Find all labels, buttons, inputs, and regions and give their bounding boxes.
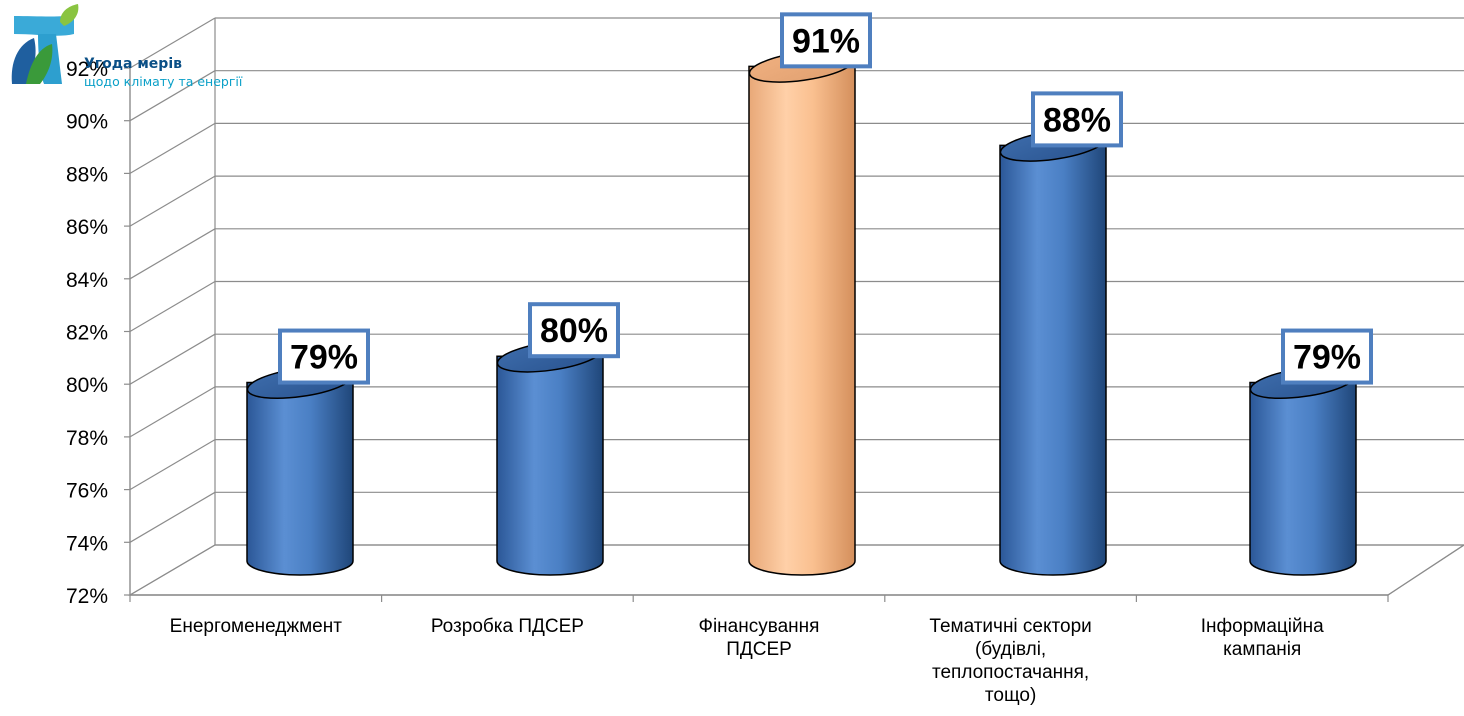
logo-title: Угода мерів: [84, 56, 182, 72]
gridline-side: [129, 228, 216, 280]
x-tick-label-line: теплопостачання,: [932, 662, 1089, 683]
data-label-box: [780, 12, 872, 69]
x-tick-label: Інформаційна кампанія: [1201, 616, 1324, 660]
gridline-side: [129, 439, 216, 491]
gridline-side: [129, 70, 216, 122]
covenant-of-mayors-leaf-icon: [11, 4, 79, 84]
bar: [496, 339, 604, 576]
x-tick-label: Енергоменеджмент: [170, 616, 343, 637]
gridline-side: [129, 386, 216, 438]
data-label: 88%: [1043, 101, 1111, 139]
x-tick-label-line: Тематичні сектори: [929, 616, 1091, 637]
y-tick-label: 72%: [66, 585, 108, 608]
y-tick-label: 74%: [66, 532, 108, 555]
bars: [246, 49, 1357, 576]
y-tick-label: 88%: [66, 163, 108, 186]
x-tick-label-line: ПДСЕР: [726, 639, 792, 660]
bar-body: [748, 65, 856, 576]
x-tick-label-line: (будівлі,: [975, 639, 1046, 660]
bar: [999, 128, 1107, 576]
gridline-side: [129, 333, 216, 385]
x-tick-label-line: Енергоменеджмент: [170, 616, 343, 637]
x-tick-label: Фінансування ПДСЕР: [699, 616, 820, 660]
data-label-box: [528, 302, 620, 359]
bar-body: [999, 144, 1107, 576]
bar-body: [496, 355, 604, 576]
y-tick-labels: 72% 74% 76% 78% 80% 82% 84% 86% 88% 90% 92%: [66, 58, 108, 608]
bar: [748, 49, 856, 576]
logo: Угода мерів щодо клімату та енергії: [8, 4, 248, 94]
gridline-side: [129, 122, 216, 174]
gridline-side: [129, 491, 216, 543]
y-tick-label: 82%: [66, 322, 108, 345]
gridline-side: [129, 280, 216, 333]
data-label: 91%: [792, 22, 860, 60]
y-tick-label: 86%: [66, 216, 108, 239]
x-tick-label-line: Розробка ПДСЕР: [431, 616, 584, 637]
y-tick-label: 76%: [66, 480, 108, 503]
y-tick-label: 90%: [66, 111, 108, 134]
data-label: 79%: [290, 339, 358, 377]
data-label: 80%: [540, 312, 608, 350]
axes: [124, 67, 1389, 602]
bar-body: [1249, 381, 1357, 576]
x-tick-label: Тематичні сектори (будівлі, теплопостачанн…: [929, 616, 1091, 706]
data-label-box: [278, 328, 370, 385]
gridline-side: [129, 17, 216, 69]
y-tick-label: 92%: [66, 58, 108, 81]
data-label: 79%: [1293, 339, 1361, 377]
gridline-side: [129, 175, 216, 227]
x-tick-label-line: тощо): [985, 685, 1036, 706]
floor-right-edge: [1387, 544, 1464, 596]
x-tick-label: Розробка ПДСЕР: [431, 616, 584, 637]
bar: [246, 366, 354, 576]
data-label-box: [1281, 328, 1373, 385]
data-labels: 79% 80% 91% 88% 79%: [278, 12, 1373, 385]
x-tick-labels: Енергоменеджмент Розробка ПДСЕР Фінансуван…: [170, 616, 1324, 706]
logo-subtitle: щодо клімату та енергії: [84, 74, 243, 89]
x-tick-label-line: Інформаційна: [1201, 616, 1324, 637]
x-tick-label-line: кампанія: [1223, 639, 1301, 660]
bar-body: [246, 381, 354, 576]
x-tick-label-line: Фінансування: [699, 616, 820, 637]
data-label-box: [1031, 91, 1123, 148]
y-tick-label: 80%: [66, 374, 108, 397]
y-tick-label: 78%: [66, 427, 108, 450]
y-tick-label: 84%: [66, 269, 108, 292]
bar: [1249, 366, 1357, 576]
